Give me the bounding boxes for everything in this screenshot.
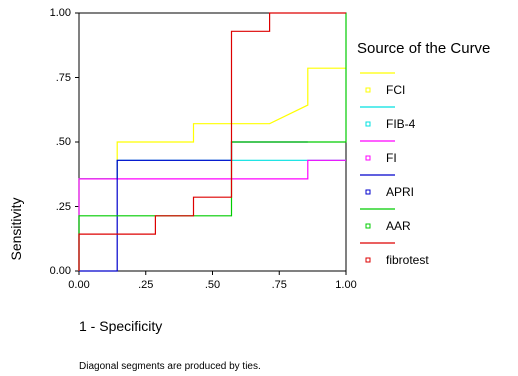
legend xyxy=(360,73,395,262)
x-axis-label: 1 - Specificity xyxy=(79,318,162,334)
legend-title: Source of the Curve xyxy=(357,40,490,57)
legend-marker xyxy=(366,224,370,228)
x-tick-label: 0.00 xyxy=(68,279,89,291)
legend-marker xyxy=(366,88,370,92)
x-tick-label: .50 xyxy=(205,279,220,291)
x-tick-label: 1.00 xyxy=(335,279,356,291)
legend-marker xyxy=(366,190,370,194)
footnote: Diagonal segments are produced by ties. xyxy=(79,361,261,372)
legend-label: fibrotest xyxy=(386,253,429,267)
legend-marker xyxy=(366,156,370,160)
axes xyxy=(75,13,346,275)
x-tick-label: .75 xyxy=(272,279,287,291)
legend-label: FIB-4 xyxy=(386,117,415,131)
y-axis-label: Sensitivity xyxy=(8,197,24,260)
legend-label: FCI xyxy=(386,83,405,97)
legend-label: FI xyxy=(386,151,397,165)
y-tick-label: .25 xyxy=(56,201,71,213)
y-tick-label: .50 xyxy=(56,136,71,148)
y-tick-label: 0.00 xyxy=(50,265,71,277)
y-tick-label: 1.00 xyxy=(50,7,71,19)
legend-marker xyxy=(366,258,370,262)
series-line-fci xyxy=(79,68,346,271)
legend-marker xyxy=(366,122,370,126)
legend-label: AAR xyxy=(386,219,411,233)
y-tick-label: .75 xyxy=(56,72,71,84)
legend-label: APRI xyxy=(386,185,414,199)
x-tick-label: .25 xyxy=(138,279,153,291)
series-layer xyxy=(79,13,346,271)
